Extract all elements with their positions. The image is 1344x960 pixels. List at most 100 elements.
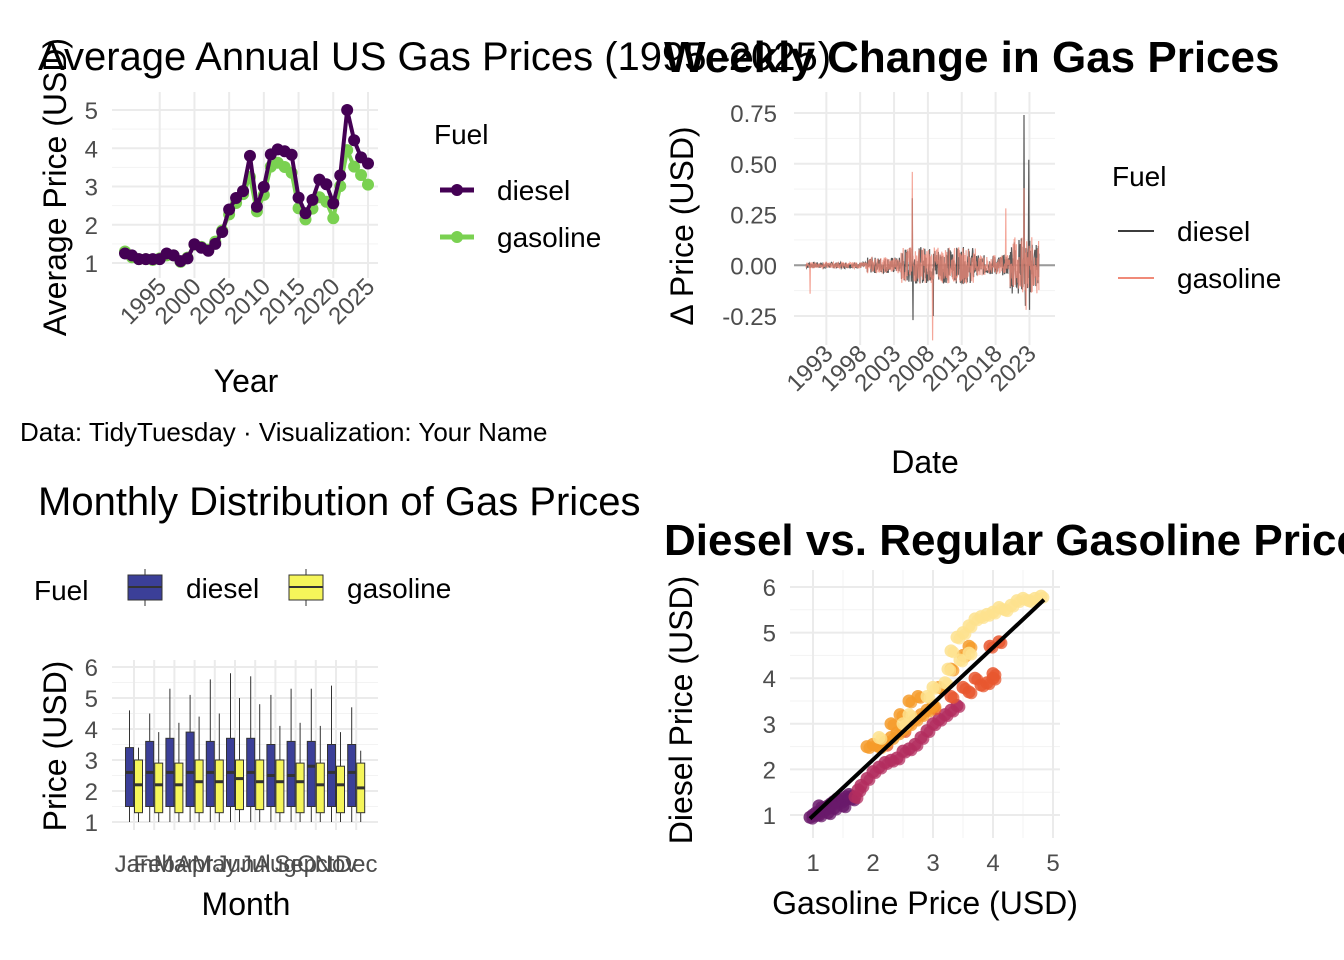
scatter-gridlines xyxy=(790,570,1060,838)
diesel-vs-gasoline-panel: 1 2 3 4 5 1 2 3 4 5 6 Diesel vs. Regular Gasoline… xyxy=(663,516,1344,921)
annual-point-gasoline xyxy=(348,160,361,173)
monthly-y-tick-labels: 1 2 3 4 5 6 xyxy=(85,655,98,837)
monthly-legend-label-diesel: diesel xyxy=(186,573,259,604)
annual-x-axis-label: Year xyxy=(214,363,279,399)
scatter-chart-title: Diesel vs. Regular Gasoline Prices xyxy=(664,516,1344,565)
scatter-x-axis-label: Gasoline Price (USD) xyxy=(772,885,1078,921)
monthly-x-tick-Sep: Sep xyxy=(274,851,317,878)
monthly-legend-title: Fuel xyxy=(34,575,88,606)
annual-y-tick-3: 3 xyxy=(85,175,98,202)
monthly-box-gasoline xyxy=(174,762,184,814)
annual-point-diesel xyxy=(216,226,229,239)
monthly-box-diesel xyxy=(347,744,357,807)
weekly-y-tick-0.00: 0.00 xyxy=(730,253,777,280)
monthly-box-gasoline xyxy=(235,759,244,811)
annual-y-tick-1: 1 xyxy=(85,251,98,278)
scatter-point xyxy=(953,700,966,713)
annual-y-tick-5: 5 xyxy=(85,98,98,125)
monthly-box-gasoline xyxy=(275,759,285,814)
weekly-legend-label-diesel: diesel xyxy=(1177,216,1250,247)
annual-point-diesel xyxy=(250,200,263,213)
annual-point-diesel xyxy=(257,180,270,193)
annual-point-gasoline xyxy=(355,169,368,182)
monthly-box-gasoline xyxy=(214,759,224,814)
weekly-gridlines xyxy=(794,92,1055,345)
monthly-legend-key-gasoline xyxy=(288,569,324,606)
weekly-legend: Fuel diesel gasoline xyxy=(1112,161,1281,294)
annual-point-diesel xyxy=(243,149,256,162)
scatter-fit-line xyxy=(808,598,1046,821)
scatter-y-tick-5: 5 xyxy=(763,621,776,648)
monthly-x-axis-label: Month xyxy=(202,886,291,922)
scatter-point xyxy=(959,682,972,695)
monthly-y-tick-6: 6 xyxy=(85,655,98,682)
scatter-regression-line xyxy=(808,598,1046,821)
monthly-x-tick-Jun: Jun xyxy=(216,851,255,878)
annual-y-tick-2: 2 xyxy=(85,213,98,240)
monthly-box-gasoline xyxy=(336,765,345,814)
annual-legend-dot-diesel xyxy=(451,184,463,196)
monthly-box-gasoline xyxy=(194,759,204,814)
monthly-box-gasoline xyxy=(315,762,325,814)
monthly-box-gasoline xyxy=(154,762,164,814)
annual-point-diesel xyxy=(209,237,222,250)
monthly-chart-title: Monthly Distribution of Gas Prices xyxy=(38,480,640,524)
annual-legend-label-gasoline: gasoline xyxy=(497,222,601,253)
weekly-x-axis-label: Date xyxy=(891,444,959,480)
scatter-point xyxy=(944,664,957,677)
monthly-box-diesel xyxy=(205,740,215,808)
annual-point-diesel xyxy=(327,197,340,210)
annual-point-diesel xyxy=(334,169,347,182)
annual-y-tick-labels: 1 2 3 4 5 xyxy=(85,98,98,278)
monthly-box-diesel xyxy=(306,740,316,808)
scatter-point xyxy=(947,691,960,704)
monthly-legend-label-gasoline: gasoline xyxy=(347,573,451,604)
weekly-y-tick-0.25: 0.25 xyxy=(730,203,777,230)
weekly-y-tick-0.75: 0.75 xyxy=(730,101,777,128)
scatter-point xyxy=(929,682,942,695)
weekly-legend-label-gasoline: gasoline xyxy=(1177,263,1281,294)
weekly-legend-title: Fuel xyxy=(1112,161,1166,192)
annual-legend-title: Fuel xyxy=(434,119,488,150)
annual-point-diesel xyxy=(341,104,354,116)
annual-point-diesel xyxy=(306,193,319,206)
monthly-x-tick-Feb: Feb xyxy=(134,851,175,878)
scatter-point xyxy=(887,719,900,732)
monthly-boxplots xyxy=(125,673,366,822)
scatter-y-tick-6: 6 xyxy=(763,575,776,602)
scatter-y-tick-3: 3 xyxy=(763,712,776,739)
monthly-x-tick-Aug: Aug xyxy=(254,851,297,878)
monthly-box-diesel xyxy=(185,731,195,807)
scatter-x-tick-4: 4 xyxy=(986,850,999,877)
annual-point-diesel xyxy=(285,148,298,161)
monthly-y-axis-label: Price (USD) xyxy=(37,661,73,832)
weekly-y-tick-0.50: 0.50 xyxy=(730,152,777,179)
annual-point-gasoline xyxy=(327,212,340,225)
annual-point-diesel xyxy=(292,191,305,204)
monthly-legend-key-diesel xyxy=(127,569,163,606)
monthly-x-tick-Jan: Jan xyxy=(115,851,154,878)
weekly-y-tick-labels: -0.25 0.00 0.25 0.50 0.75 xyxy=(722,101,777,331)
monthly-y-tick-2: 2 xyxy=(85,779,98,806)
annual-chart-title: Average Annual US Gas Prices (1995–2025) xyxy=(38,35,831,79)
annual-legend-label-diesel: diesel xyxy=(497,175,570,206)
annual-legend: Fuel diesel gasoline xyxy=(434,119,601,253)
monthly-box-gasoline xyxy=(134,759,143,814)
monthly-x-tick-Nov: Nov xyxy=(315,851,358,878)
annual-y-tick-4: 4 xyxy=(85,136,98,163)
monthly-y-tick-5: 5 xyxy=(85,686,98,713)
annual-point-diesel xyxy=(299,207,312,220)
monthly-x-tick-May: May xyxy=(192,851,237,878)
annual-series xyxy=(119,104,374,268)
annual-point-diesel xyxy=(237,185,250,198)
monthly-x-tick-Oct: Oct xyxy=(297,851,335,878)
monthly-box-gasoline xyxy=(255,759,265,811)
scatter-point xyxy=(989,669,1002,682)
monthly-x-tick-Mar: Mar xyxy=(154,851,195,878)
scatter-x-tick-3: 3 xyxy=(926,850,939,877)
scatter-point xyxy=(923,691,936,704)
